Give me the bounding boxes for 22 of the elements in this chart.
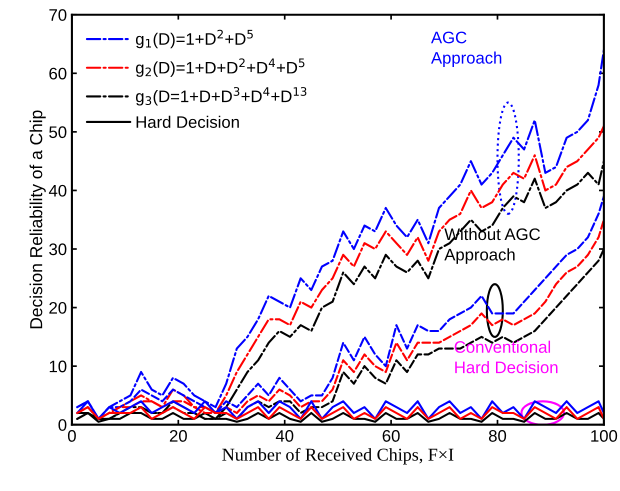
y-tick-label: 40 bbox=[48, 184, 66, 197]
annotation: Conventional Hard Decision bbox=[454, 340, 558, 374]
y-tick-label: 50 bbox=[49, 126, 66, 138]
annotation: AGC Approach bbox=[431, 32, 502, 68]
x-tick-label: 60 bbox=[382, 430, 400, 442]
x-tick-label: 100 bbox=[591, 430, 618, 442]
x-tick-label: 80 bbox=[488, 430, 506, 442]
legend-label: g$_{1}$(D)=1+D$^{2}$+D$^{5}$ bbox=[136, 30, 253, 48]
y-tick-label: 20 bbox=[49, 302, 66, 314]
legend-label: Hard Decision bbox=[136, 116, 239, 128]
y-tick-label: 70 bbox=[49, 9, 66, 21]
y-tick-label: 0 bbox=[58, 419, 66, 431]
y-tick-label: 60 bbox=[49, 68, 66, 80]
x-tick-label: 0 bbox=[68, 430, 76, 442]
legend-label: g$_{3}$(D=1+D+D$^{3}$+D$^{4}$+D$^{13}$ bbox=[136, 87, 306, 106]
x-tick-label: 40 bbox=[276, 430, 294, 442]
y-tick-label: 30 bbox=[49, 243, 66, 256]
legend-label: g$_{2}$(D)=1+D+D$^{2}$+D$^{4}$+D$^{5}$ bbox=[136, 58, 304, 77]
y-tick-label: 10 bbox=[50, 360, 66, 372]
x-axis-title: Number of Received Chips, F×I bbox=[222, 448, 454, 464]
y-axis-title: Decision Reliability of a Chip bbox=[30, 110, 46, 328]
x-tick-label: 20 bbox=[170, 430, 187, 442]
